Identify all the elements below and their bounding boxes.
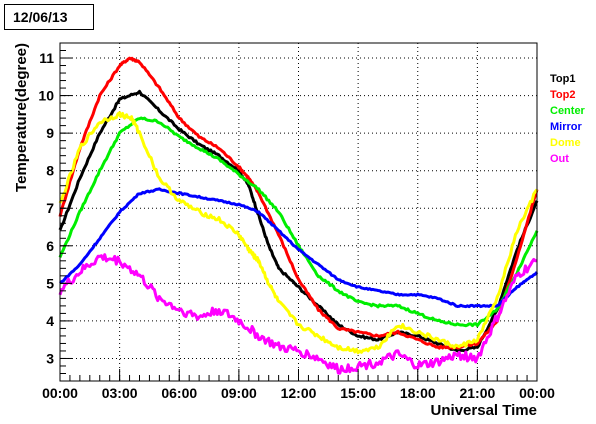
series-line-dome <box>58 111 539 355</box>
y-tick-label: 11 <box>39 50 54 66</box>
series-line-center <box>58 116 539 328</box>
y-tick-label: 8 <box>46 163 54 179</box>
legend-item-mirror: Mirror <box>550 121 583 133</box>
y-tick-label: 9 <box>46 125 54 141</box>
x-tick-label: 18:00 <box>400 385 436 401</box>
x-tick-label: 00:00 <box>42 385 78 401</box>
x-tick-label: 03:00 <box>102 385 138 401</box>
x-tick-label: 06:00 <box>161 385 197 401</box>
y-tick-label: 6 <box>46 238 54 254</box>
y-tick-label: 5 <box>46 275 54 291</box>
axis-labels: 3 4 5 6 7 8 9 10 11 00:00 03:00 06:00 09:00 12:00 15:0… <box>13 43 555 419</box>
axis-ticks <box>59 42 538 382</box>
legend-item-dome: Dome <box>550 137 581 149</box>
x-tick-label: 09:00 <box>221 385 257 401</box>
chart-title: 12/06/13 <box>4 4 94 30</box>
x-tick-label: 12:00 <box>281 385 317 401</box>
series-lines <box>58 56 539 375</box>
series-line-mirror <box>58 187 539 309</box>
series-line-top1 <box>58 89 539 353</box>
legend-item-top2: Top2 <box>550 89 575 101</box>
legend-item-top1: Top1 <box>550 73 575 85</box>
x-tick-label: 21:00 <box>459 385 495 401</box>
legend-item-out: Out <box>550 153 569 165</box>
y-axis-title: Temperature(degree) <box>13 43 30 192</box>
y-tick-label: 10 <box>38 88 54 104</box>
x-tick-label: 15:00 <box>340 385 376 401</box>
legend: Top1 Top2 Center Mirror Dome Out <box>550 73 586 165</box>
legend-item-center: Center <box>550 105 586 117</box>
series-line-out <box>58 253 537 375</box>
y-tick-label: 7 <box>46 200 54 216</box>
x-tick-label: 00:00 <box>519 385 555 401</box>
y-tick-label: 4 <box>46 313 54 329</box>
y-tick-label: 3 <box>46 350 54 366</box>
x-axis-title: Universal Time <box>431 402 537 419</box>
